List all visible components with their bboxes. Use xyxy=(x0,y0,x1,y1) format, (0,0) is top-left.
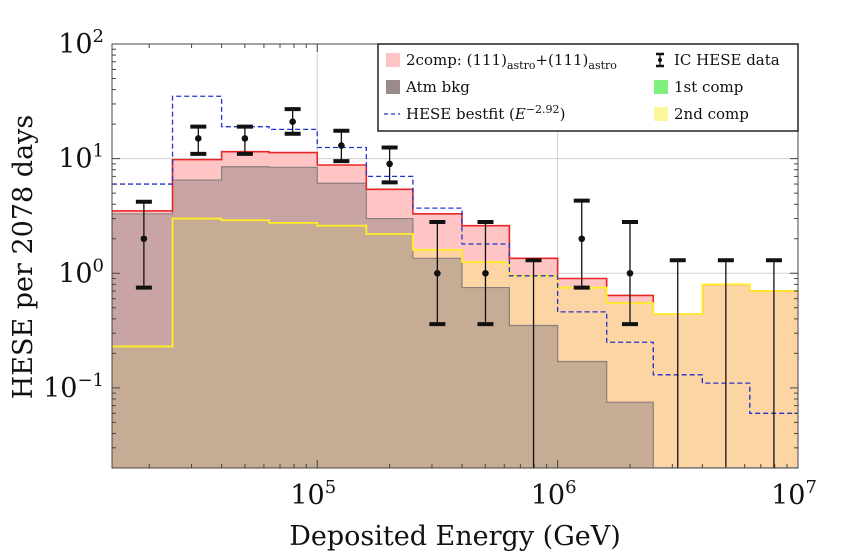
legend-swatch-2comp xyxy=(386,53,400,67)
plot-clip-group xyxy=(112,44,798,468)
y-tick-label: 101 xyxy=(58,141,104,175)
data-marker xyxy=(386,160,393,168)
legend-swatch-atm xyxy=(386,80,400,94)
data-point xyxy=(573,198,590,290)
data-point xyxy=(717,258,734,468)
legend-label-2comp: 2comp: (111)astro+(111)astro xyxy=(406,51,617,72)
data-point xyxy=(525,258,542,468)
data-marker xyxy=(626,269,634,277)
series-atm-bkg-area xyxy=(112,166,798,468)
data-marker xyxy=(140,235,148,243)
legend-label-bestfit: HESE bestfit (E−2.92) xyxy=(406,103,565,123)
data-marker xyxy=(194,135,202,142)
data-marker xyxy=(338,142,345,149)
data-marker xyxy=(482,269,489,277)
data-point xyxy=(381,145,398,185)
y-axis-title: HESE per 2078 days xyxy=(8,115,39,400)
legend: 2comp: (111)astro+(111)astro IC HESE data… xyxy=(377,43,799,132)
legend-errorbar-dot xyxy=(658,58,662,62)
data-marker xyxy=(578,235,586,243)
y-tick-label: 10−1 xyxy=(43,370,104,404)
data-point xyxy=(765,258,782,468)
plot-area xyxy=(112,44,798,468)
legend-swatch-1st-comp xyxy=(654,80,668,94)
data-marker xyxy=(434,269,441,277)
data-point xyxy=(669,258,686,468)
data-point xyxy=(477,219,494,327)
x-axis-title: Deposited Energy (GeV) xyxy=(289,521,621,552)
legend-label-data: IC HESE data xyxy=(674,51,780,69)
legend-label-1st-comp: 1st comp xyxy=(674,78,743,96)
data-point xyxy=(333,128,350,164)
y-tick-label: 100 xyxy=(58,255,104,289)
data-point xyxy=(284,107,301,136)
data-marker xyxy=(289,118,296,125)
y-tick-label: 102 xyxy=(58,26,104,60)
legend-box xyxy=(377,43,799,132)
data-point xyxy=(621,219,638,327)
legend-label-2nd-comp: 2nd comp xyxy=(674,105,749,123)
x-tick-label: 107 xyxy=(771,477,817,511)
x-tick-label: 105 xyxy=(290,477,336,511)
data-point xyxy=(236,124,253,156)
data-marker xyxy=(241,135,249,142)
x-tick-label: 106 xyxy=(531,477,577,511)
data-point xyxy=(190,124,207,156)
legend-swatch-2nd-comp xyxy=(654,107,668,121)
data-point xyxy=(135,199,152,290)
data-point xyxy=(429,219,446,327)
legend-label-atm: Atm bkg xyxy=(405,78,470,96)
